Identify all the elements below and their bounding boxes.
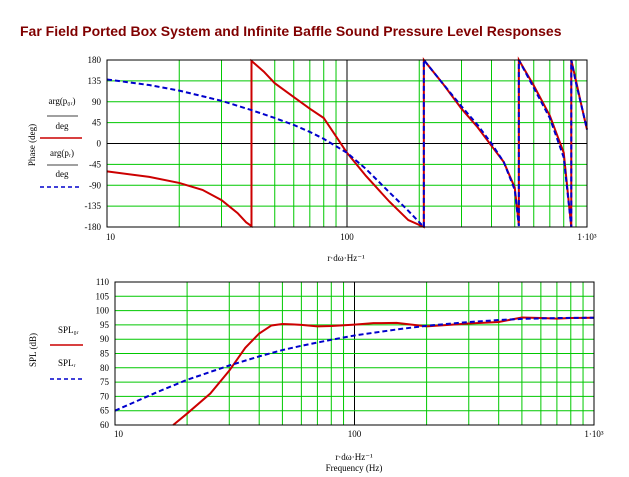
phase-y-tick-label: 180 — [88, 55, 102, 65]
spl-plot-frame — [114, 281, 595, 426]
phase-plot-frame — [106, 59, 588, 228]
phase-x-ticks: 10 100 1·10³ — [106, 232, 597, 242]
spl-x-axis-label: r·dω·Hz⁻¹ — [335, 452, 373, 462]
phase-y-tick-label: 0 — [97, 139, 102, 149]
spl-y-tick-label: 60 — [100, 420, 110, 430]
spl-grid — [115, 282, 594, 425]
spl-x-tick-label: 1·10³ — [584, 429, 603, 439]
spl-y-tick-label: 65 — [100, 406, 110, 416]
spl-y-tick-label: 90 — [100, 334, 110, 344]
spl-y-tick-label: 95 — [100, 320, 110, 330]
legend-blue-den: deg — [56, 169, 69, 179]
spl-y-tick-label: 80 — [100, 363, 110, 373]
phase-y-tick-label: -135 — [85, 201, 102, 211]
legend-blue-num: arg(pᵣ) — [50, 148, 74, 158]
phase-blue-series-line — [106, 57, 588, 230]
phase-y-tick-label: -180 — [85, 222, 102, 232]
legend-spl-blue-label: SPLᵣ — [58, 358, 76, 368]
phase-y-axis-label: Phase (deg) — [27, 124, 37, 166]
legend-red-num: arg(p₀ᵣ) — [48, 96, 75, 106]
spl-x-tick-label: 100 — [348, 429, 362, 439]
phase-y-tick-label: -90 — [89, 180, 101, 190]
chart-title: Far Field Ported Box System and Infinite… — [20, 23, 562, 39]
phase-x-axis-label: r·dω·Hz⁻¹ — [327, 253, 365, 263]
phase-y-tick-label: -45 — [89, 159, 101, 169]
phase-red-series-line — [106, 56, 588, 229]
phase-series — [106, 56, 588, 230]
phase-plot: 180 135 90 45 0 -45 -90 -135 -180 10 100 1·10³ Pha… — [27, 55, 597, 263]
phase-x-tick-label: 100 — [340, 232, 354, 242]
spl-y-tick-label: 110 — [96, 277, 110, 287]
phase-y-tick-label: 135 — [88, 76, 102, 86]
spl-red-series-line — [172, 316, 595, 426]
spl-legend: SPL₀ᵣ SPLᵣ — [50, 325, 83, 380]
spl-y-tick-label: 105 — [96, 291, 110, 301]
legend-red-den: deg — [56, 121, 69, 131]
phase-y-ticks: 180 135 90 45 0 -45 -90 -135 -180 — [85, 55, 102, 232]
spl-y-tick-label: 100 — [96, 306, 110, 316]
phase-y-tick-label: 90 — [92, 97, 102, 107]
spl-y-tick-label: 70 — [100, 391, 110, 401]
phase-legend: arg(p₀ᵣ) deg arg(pᵣ) deg — [40, 96, 82, 188]
legend-spl-red-label: SPL₀ᵣ — [58, 325, 79, 335]
spl-x-axis-label-2: Frequency (Hz) — [326, 463, 383, 473]
spl-x-tick-label: 10 — [114, 429, 124, 439]
phase-grid — [107, 60, 587, 227]
spl-y-axis-label: SPL (dB) — [28, 333, 38, 367]
spl-x-ticks: 10 100 1·10³ — [114, 429, 604, 439]
spl-plot: 110 105 100 95 90 85 80 75 70 65 60 10 100 1·10³ SPL… — [28, 277, 604, 473]
spl-series — [114, 316, 595, 426]
phase-x-tick-label: 10 — [106, 232, 116, 242]
phase-y-tick-label: 45 — [92, 118, 102, 128]
spl-y-tick-label: 85 — [100, 349, 110, 359]
spl-y-tick-label: 75 — [100, 377, 110, 387]
spl-blue-series-line — [114, 316, 595, 412]
spl-y-ticks: 110 105 100 95 90 85 80 75 70 65 60 — [96, 277, 110, 430]
phase-x-tick-label: 1·10³ — [577, 232, 596, 242]
